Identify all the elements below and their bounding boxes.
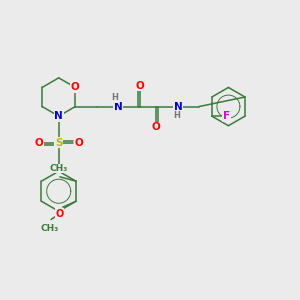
Text: O: O — [136, 81, 144, 91]
Text: H: H — [173, 111, 180, 120]
Text: S: S — [55, 138, 62, 148]
Text: O: O — [152, 122, 161, 132]
Text: O: O — [34, 138, 43, 148]
Text: N: N — [54, 111, 63, 121]
Text: H: H — [112, 93, 118, 102]
Text: CH₃: CH₃ — [50, 164, 68, 173]
Text: N: N — [174, 102, 183, 112]
Text: F: F — [223, 111, 230, 121]
Text: O: O — [74, 138, 83, 148]
Text: N: N — [114, 102, 122, 112]
Text: O: O — [71, 82, 80, 92]
Text: O: O — [56, 208, 64, 219]
Text: CH₃: CH₃ — [40, 224, 59, 233]
